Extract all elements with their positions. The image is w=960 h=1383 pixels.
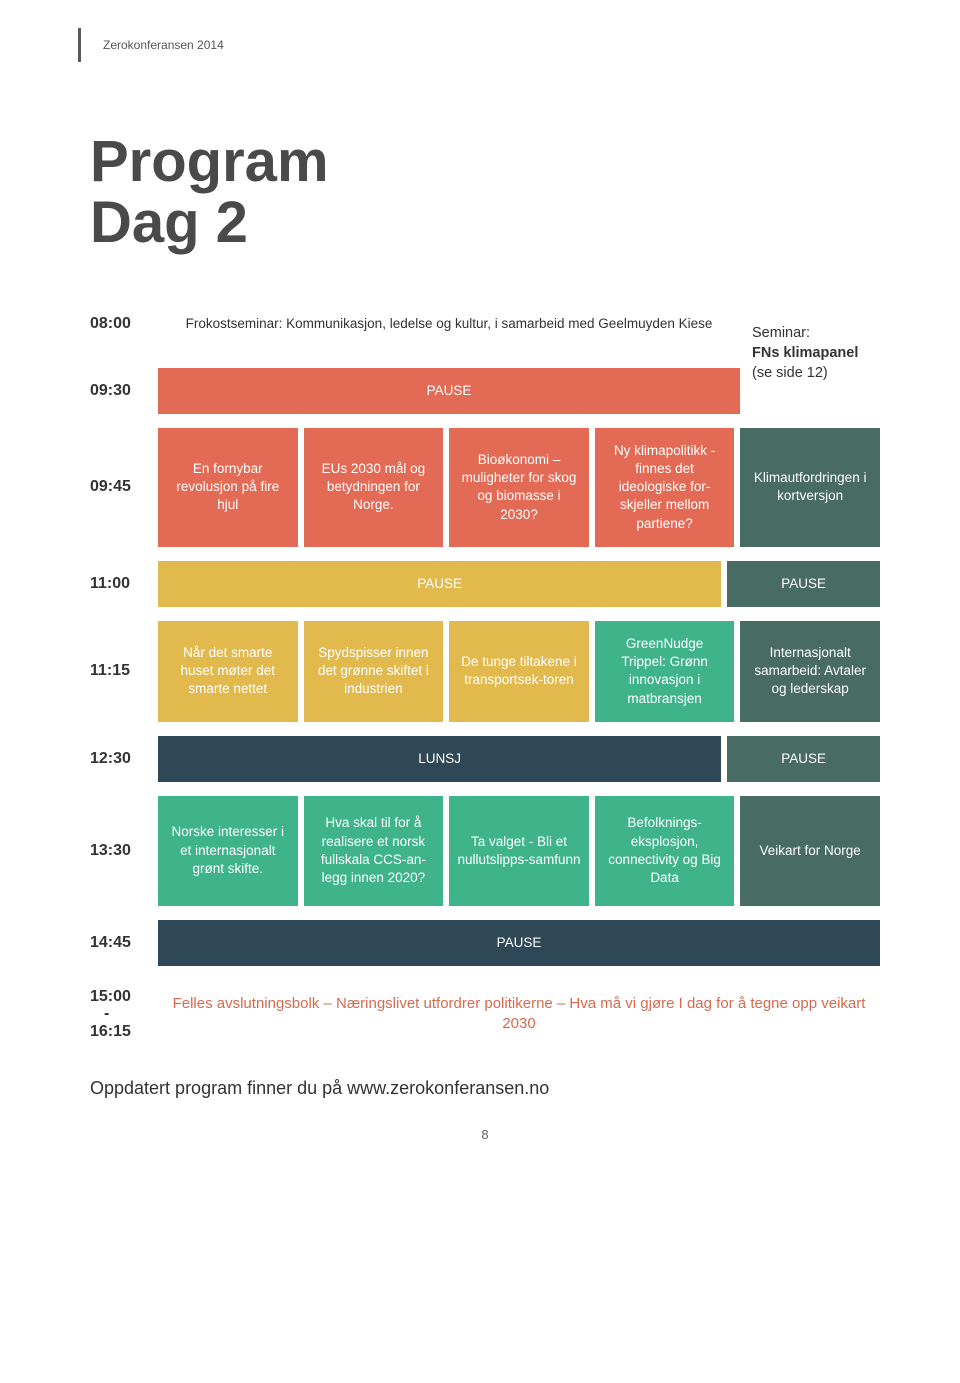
page-title: Program Dag 2 [90,132,880,254]
cell-1230-pause: PAUSE [727,736,880,782]
cell-1115-5: Internasjonalt samarbeid: Avtaler og led… [740,621,880,722]
footer-note: Oppdatert program finner du på www.zerok… [90,1078,880,1099]
cell-1330-2: Hva skal til for å realisere et norsk fu… [304,796,444,906]
cell-1500: Felles avslutningsbolk – Næringslivet ut… [158,980,880,1049]
cell-1445-pause: PAUSE [158,920,880,966]
header-mark [78,28,81,62]
cell-1115-3: De tunge tiltakene i transportsek-toren [449,621,589,722]
row-1445: 14:45 PAUSE [90,920,880,966]
cell-1330-5: Veikart for Norge [740,796,880,906]
cell-1115-2: Spydspisser innen det grønne skiftet i i… [304,621,444,722]
cell-1115-4: GreenNudge Trippel: Grønn innovasjon i m… [595,621,735,722]
time-0945: 09:45 [90,428,152,547]
title-line2: Dag 2 [90,190,248,255]
cell-1115-1: Når det smarte huset møter det smarte ne… [158,621,298,722]
cell-0945-4: Ny klimapolitikk - finnes det ideologisk… [595,428,735,547]
cell-1330-4: Befolknings-eksplosjon, connectivity og … [595,796,735,906]
cell-1100-pause2: PAUSE [727,561,880,607]
time-1115: 11:15 [90,621,152,722]
row-1500: 15:00 - 16:15 Felles avslutningsbolk – N… [90,980,880,1049]
time-1500: 15:00 - 16:15 [90,980,152,1049]
cell-0800: Frokostseminar: Kommunikasjon, ledelse o… [158,294,740,354]
time-1500-start: 15:00 [90,988,131,1006]
row-1230: 12:30 LUNSJ PAUSE [90,736,880,782]
title-line1: Program [90,129,329,194]
cell-1330-3: Ta valget - Bli et nullutslipps-samfunn [449,796,589,906]
seminar-sidebar: Seminar: FNs klimapanel (se side 12) [746,294,880,414]
row-0800-0930: 08:00 Frokostseminar: Kommunikasjon, led… [90,294,880,414]
seminar-title: FNs klimapanel [752,344,880,364]
time-1330: 13:30 [90,796,152,906]
row-1100: 11:00 PAUSE PAUSE [90,561,880,607]
seminar-label: Seminar: [752,324,880,344]
cell-0945-5: Klimautfordringen i kortversjon [740,428,880,547]
time-0930: 09:30 [90,368,152,414]
cell-0945-2: EUs 2030 mål og betydningen for Norge. [304,428,444,547]
cell-0945-1: En fornybar revolusjon på fire hjul [158,428,298,547]
cell-1100-pause: PAUSE [158,561,721,607]
conference-name: Zerokonferansen 2014 [103,38,224,52]
seminar-ref: (se side 12) [752,364,880,384]
time-1500-end: 16:15 [90,1023,131,1041]
time-1500-sep: - [90,1005,109,1023]
cell-0945-3: Bioøkonomi – muligheter for skog og biom… [449,428,589,547]
row-1115: 11:15 Når det smarte huset møter det sma… [90,621,880,722]
page-number: 8 [90,1127,880,1142]
time-1100: 11:00 [90,561,152,607]
time-0800: 08:00 [90,294,152,354]
schedule-grid: 08:00 Frokostseminar: Kommunikasjon, led… [90,294,880,1048]
time-1445: 14:45 [90,920,152,966]
page-header: Zerokonferansen 2014 [78,28,880,62]
cell-1230-lunch: LUNSJ [158,736,721,782]
row-0945: 09:45 En fornybar revolusjon på fire hju… [90,428,880,547]
time-1230: 12:30 [90,736,152,782]
cell-1330-1: Norske interesser i et internasjonalt gr… [158,796,298,906]
row-1330: 13:30 Norske interesser i et internasjon… [90,796,880,906]
cell-0930-pause: PAUSE [158,368,740,414]
